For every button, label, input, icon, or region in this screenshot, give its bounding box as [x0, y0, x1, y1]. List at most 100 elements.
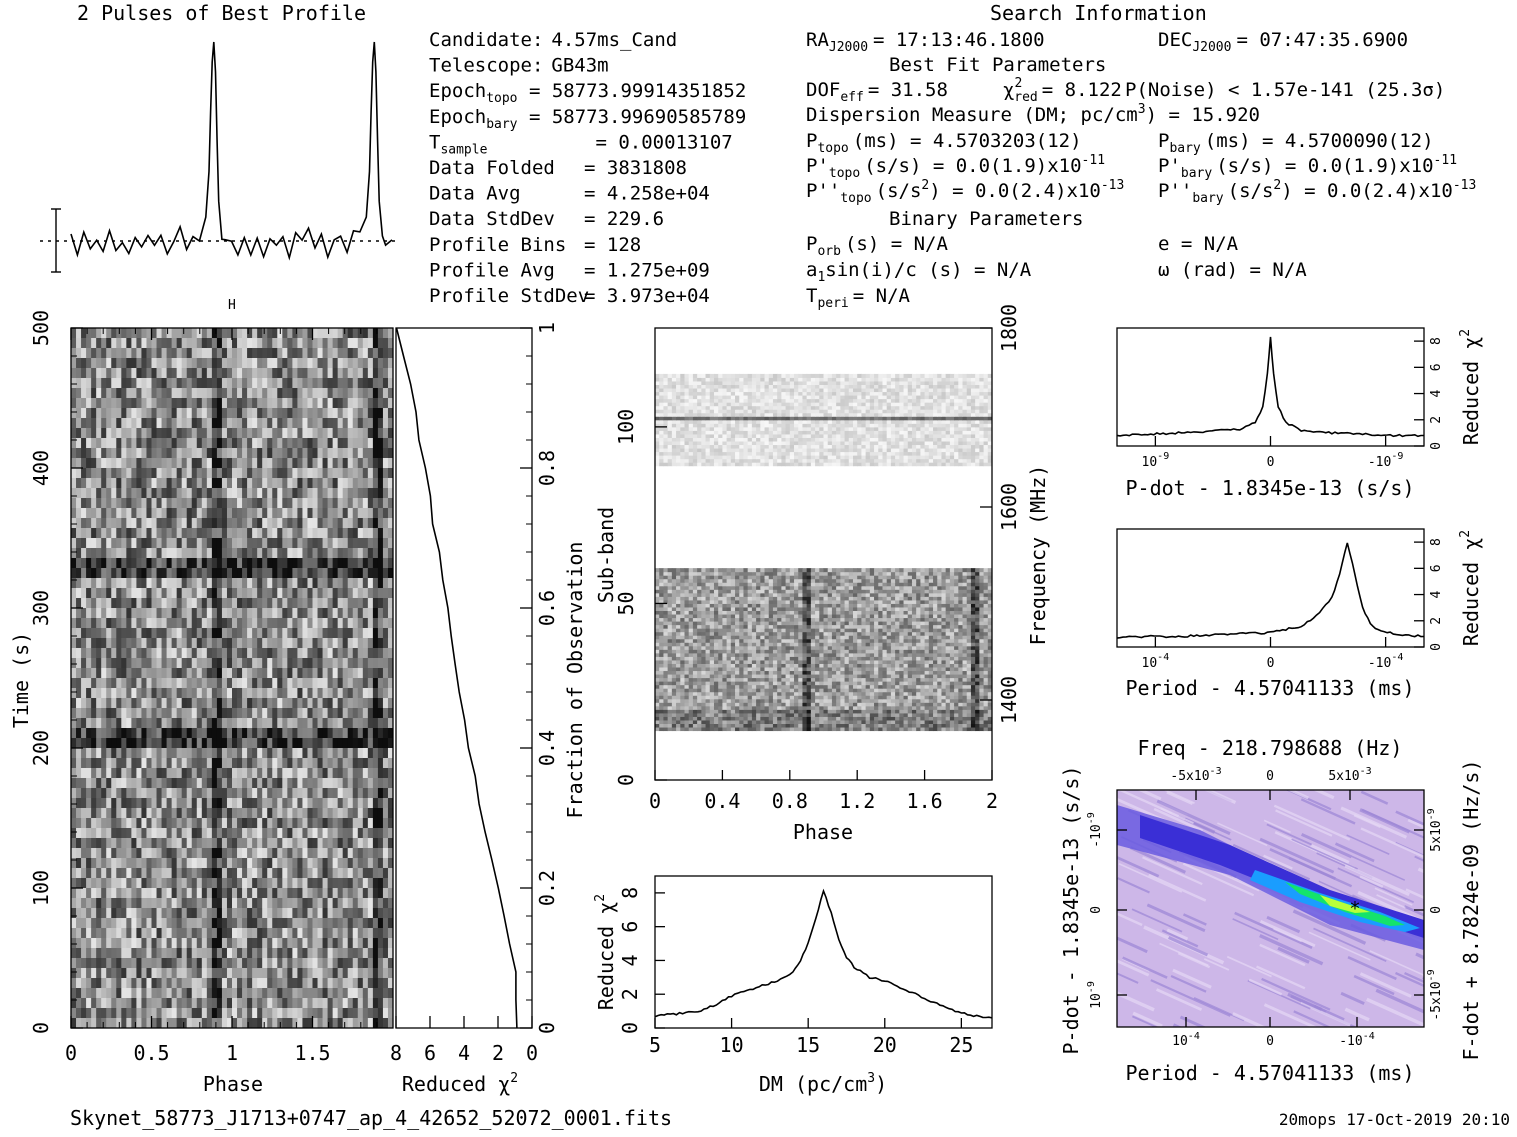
tp-cell	[111, 948, 117, 959]
sb-cell	[663, 719, 669, 724]
tp-cell	[91, 328, 97, 339]
tp-cell	[297, 378, 304, 389]
tp-cell	[277, 518, 283, 529]
tp-cell	[307, 778, 314, 789]
tp-cell	[121, 668, 127, 679]
tp-cell	[186, 898, 193, 909]
tp-cell	[171, 588, 178, 599]
tp-cell	[121, 518, 127, 529]
tp-cell	[91, 498, 97, 509]
tp-cell	[342, 648, 349, 659]
tp-cell	[201, 678, 208, 689]
sb-cell	[713, 709, 719, 714]
tp-cell	[91, 378, 97, 389]
tp-cell	[377, 568, 384, 579]
tp-cell	[111, 568, 117, 579]
sb-cell	[895, 716, 900, 721]
tp-cell	[322, 538, 329, 549]
tp-cell	[232, 538, 238, 549]
tp-cell	[96, 688, 102, 699]
sb-cell	[836, 719, 841, 724]
tp-cell	[166, 358, 173, 369]
tp-cell	[272, 328, 278, 339]
tp-cell	[86, 628, 92, 639]
tp-cell	[186, 478, 193, 489]
tp-cell	[377, 428, 384, 439]
tp-cell	[221, 628, 228, 639]
tp-cell	[76, 698, 82, 709]
tp-cell	[247, 618, 253, 629]
tp-cell	[362, 438, 369, 449]
tp-cell	[292, 728, 299, 739]
tp-cell	[252, 908, 258, 919]
tp-cell	[76, 988, 82, 999]
tp-cell	[136, 408, 143, 419]
tp-cell	[262, 528, 268, 539]
tp-cell	[297, 688, 304, 699]
tp-cell	[221, 328, 228, 339]
tp-cell	[257, 568, 263, 579]
sb-cell	[756, 719, 761, 724]
tp-cell	[216, 418, 223, 429]
tp-cell	[257, 768, 263, 779]
tp-cell	[307, 698, 314, 709]
tp-cell	[382, 418, 389, 429]
tp-cell	[136, 478, 143, 489]
tp-cell	[257, 728, 263, 739]
tp-cell	[216, 458, 223, 469]
tp-cell	[156, 338, 163, 349]
tp-cell	[116, 568, 122, 579]
tp-cell	[322, 878, 329, 889]
tp-cell	[141, 978, 148, 989]
tp-cell	[106, 568, 112, 579]
tp-cell	[377, 348, 384, 359]
tp-cell	[347, 508, 354, 519]
tp-cell	[226, 378, 233, 389]
sb-cell	[794, 719, 799, 724]
tp-cell	[176, 648, 183, 659]
tp-cell	[312, 968, 319, 979]
tp-cell	[136, 718, 143, 729]
tp-cell	[226, 988, 233, 999]
tp-cell	[317, 898, 324, 909]
tp-cell	[151, 528, 158, 539]
tp-cell	[317, 678, 324, 689]
tp-cell	[257, 918, 263, 929]
tp-cell	[377, 798, 384, 809]
tp-cell	[332, 868, 339, 879]
tp-cell	[71, 538, 77, 549]
tp-cell	[221, 568, 228, 579]
tp-cell	[116, 948, 122, 959]
tp-cell	[237, 598, 243, 609]
tp-cell	[186, 488, 193, 499]
tp-cell	[131, 428, 138, 439]
tp-cell	[201, 568, 208, 579]
tp-cell	[367, 418, 374, 429]
tp-cell	[292, 778, 299, 789]
tp-cell	[106, 378, 112, 389]
tp-cell	[347, 628, 354, 639]
tp-cell	[151, 378, 158, 389]
sb-cell	[684, 712, 690, 717]
tp-cell	[387, 328, 393, 339]
tp-cell	[322, 578, 329, 589]
tp-cell	[106, 438, 112, 449]
tp-cell	[282, 358, 288, 369]
tp-cell	[76, 728, 82, 739]
tp-cell	[237, 938, 243, 949]
tp-cell	[116, 378, 122, 389]
tp-cell	[171, 408, 178, 419]
tp-cell	[277, 688, 283, 699]
tp-cell	[191, 678, 198, 689]
tp-cell	[377, 608, 384, 619]
tp-cell	[151, 388, 158, 399]
tp-cell	[191, 538, 198, 549]
tp-cell	[206, 748, 213, 759]
tp-cell	[116, 658, 122, 669]
tp-cell	[327, 438, 334, 449]
tp-cell	[247, 508, 253, 519]
tp-cell	[136, 528, 143, 539]
tp-cell	[71, 388, 77, 399]
tp-cell	[206, 988, 213, 999]
tp-cell	[136, 898, 143, 909]
